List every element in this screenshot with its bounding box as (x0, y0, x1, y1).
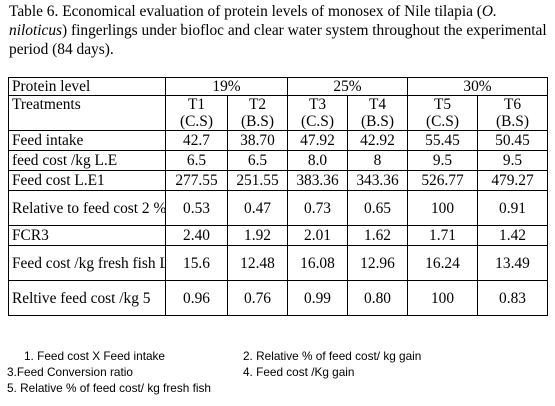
row-label: Feed cost L.E1 (8, 170, 166, 191)
cell: 0.65 (347, 190, 408, 226)
economic-evaluation-table: Protein level 19% 25% 30% Treatments T1(… (8, 77, 548, 316)
cell: 6.5 (165, 150, 228, 171)
table-row: Feed intake 42.7 38.70 47.92 42.92 55.45… (8, 130, 548, 151)
footnote-2: 2. Relative % of feed cost/ kg gain (243, 349, 422, 363)
cell: 100 (407, 190, 478, 226)
row-label: Feed intake (8, 130, 166, 151)
treatments-row: Treatments T1 (C.S) T2 (B.S) T3 (C.S) T4 (B.… (8, 95, 548, 131)
level-30: 30% (407, 77, 548, 96)
treatment-t1: T1 (C.S) (165, 95, 228, 131)
cell: 50.45 (477, 130, 548, 151)
protein-level-label: Protein level (8, 77, 166, 96)
cell: 0.83 (477, 280, 548, 316)
cell: 13.49 (477, 245, 548, 281)
cell: 1.92 (227, 225, 288, 246)
cell: 0.53 (165, 190, 228, 226)
cell: 2.01 (287, 225, 348, 246)
cell: 16.24 (407, 245, 478, 281)
treatments-label: Treatments (8, 95, 166, 131)
footnote-5: 5. Relative % of feed cost/ kg fresh fis… (7, 381, 211, 395)
cell: 0.73 (287, 190, 348, 226)
table-row: Reltive feed cost /kg 5 0.96 0.76 0.99 0… (8, 280, 548, 316)
table-row: FCR3 2.40 1.92 2.01 1.62 1.71 1.42 (8, 225, 548, 246)
species-name: O. niloticus (9, 3, 497, 39)
footnote-4: 4. Feed cost /Kg gain (243, 365, 355, 379)
treatment-t2: T2 (B.S) (227, 95, 288, 131)
row-label: feed cost /kg L.E (8, 150, 166, 171)
cell: 0.80 (347, 280, 408, 316)
cell: 6.5 (227, 150, 288, 171)
footnote-3: 3.Feed Conversion ratio (7, 365, 133, 379)
cell: 0.99 (287, 280, 348, 316)
cell: 526.77 (407, 170, 478, 191)
cell: 0.47 (227, 190, 288, 226)
cell: 251.55 (227, 170, 288, 191)
level-19: 19% (165, 77, 288, 96)
footnotes: 1. Feed cost X Feed intake 2. Relative %… (7, 348, 544, 396)
treatment-t4: T4 (B.S) (347, 95, 408, 131)
cell: 15.6 (165, 245, 228, 281)
cell: 12.96 (347, 245, 408, 281)
footnote-1: 1. Feed cost X Feed intake (24, 349, 165, 363)
table-row: feed cost /kg L.E 6.5 6.5 8.0 8 9.5 9.5 (8, 150, 548, 171)
cell: 479.27 (477, 170, 548, 191)
cell: 9.5 (477, 150, 548, 171)
cell: 1.71 (407, 225, 478, 246)
row-label: Relative to feed cost 2 % (8, 190, 166, 226)
treatment-t6: T6 (B.S) (477, 95, 548, 131)
table-row: Relative to feed cost 2 % 0.53 0.47 0.73… (8, 190, 548, 226)
cell: 42.7 (165, 130, 228, 151)
table-row: Feed cost L.E1 277.55 251.55 383.36 343.… (8, 170, 548, 191)
table-caption: Table 6. Economical evaluation of protei… (9, 2, 549, 59)
cell: 8.0 (287, 150, 348, 171)
cell: 383.36 (287, 170, 348, 191)
caption-text-start: Table 6. Economical evaluation of protei… (9, 3, 482, 20)
row-label: FCR3 (8, 225, 166, 246)
cell: 0.76 (227, 280, 288, 316)
treatment-t3: T3 (C.S) (287, 95, 348, 131)
cell: 42.92 (347, 130, 408, 151)
cell: 47.92 (287, 130, 348, 151)
cell: 12.48 (227, 245, 288, 281)
cell: 100 (407, 280, 478, 316)
cell: 16.08 (287, 245, 348, 281)
cell: 38.70 (227, 130, 288, 151)
cell: 343.36 (347, 170, 408, 191)
caption-text-end: ) fingerlings under biofloc and clear wa… (9, 22, 547, 58)
treatment-t5: T5 (C.S) (407, 95, 478, 131)
row-label: Reltive feed cost /kg 5 (8, 280, 166, 316)
cell: 2.40 (165, 225, 228, 246)
table-row: Feed cost /kg fresh fish L.E4 15.6 12.48… (8, 245, 548, 281)
cell: 1.42 (477, 225, 548, 246)
cell: 277.55 (165, 170, 228, 191)
level-25: 25% (287, 77, 408, 96)
protein-level-row: Protein level 19% 25% 30% (8, 77, 548, 96)
cell: 9.5 (407, 150, 478, 171)
cell: 1.62 (347, 225, 408, 246)
row-label: Feed cost /kg fresh fish L.E4 (8, 245, 166, 281)
cell: 55.45 (407, 130, 478, 151)
cell: 8 (347, 150, 408, 171)
cell: 0.91 (477, 190, 548, 226)
cell: 0.96 (165, 280, 228, 316)
